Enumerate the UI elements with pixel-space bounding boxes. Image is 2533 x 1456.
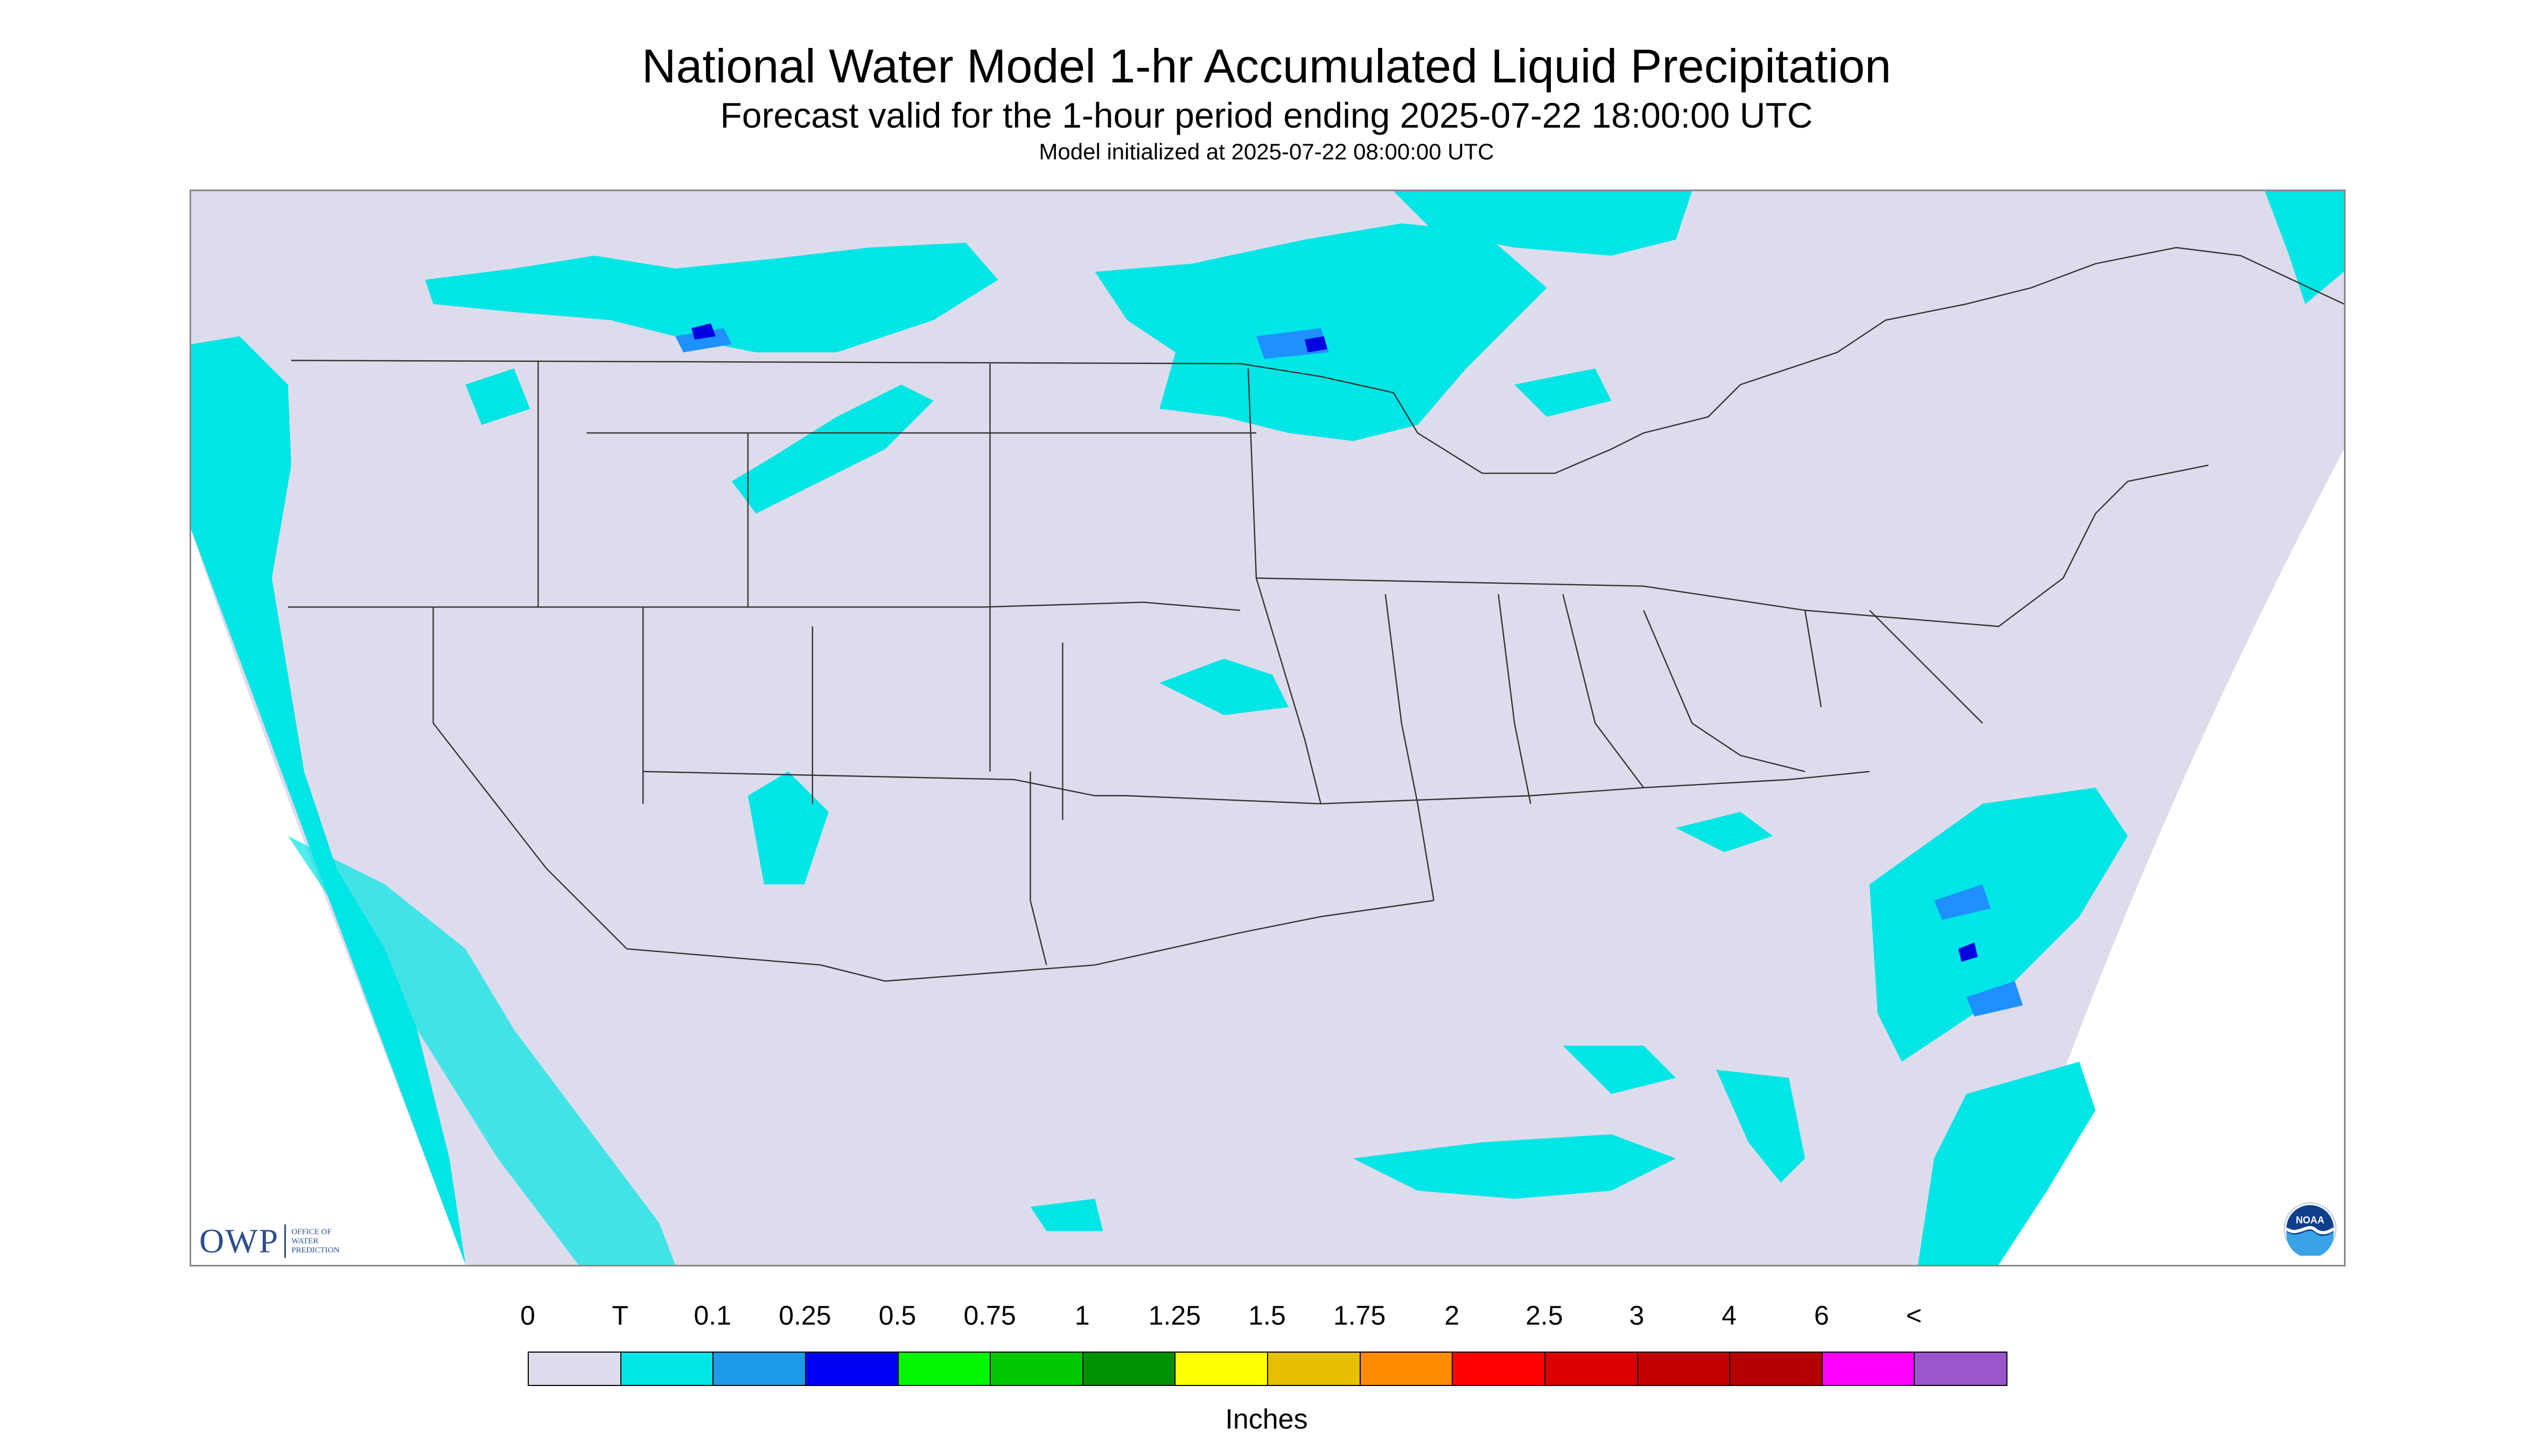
legend-swatch bbox=[712, 1352, 806, 1386]
legend-swatch bbox=[1729, 1352, 1823, 1386]
precipitation-map bbox=[190, 190, 2346, 1266]
precipitation-legend: 0 T 0.1 0.25 0.5 0.75 1 1.25 1.5 1.75 2 2.5 3 4 6 < bbox=[520, 1300, 2007, 1386]
legend-swatch bbox=[1267, 1352, 1361, 1386]
legend-label: 1.5 bbox=[1248, 1300, 1286, 1331]
model-init-time: Model initialized at 2025-07-22 08:00:00… bbox=[1039, 139, 1494, 164]
legend-swatch bbox=[1821, 1352, 1915, 1386]
legend-units: Inches bbox=[1225, 1404, 1308, 1435]
legend-swatch bbox=[1174, 1352, 1268, 1386]
legend-label: 2 bbox=[1444, 1300, 1460, 1331]
legend-label: T bbox=[612, 1300, 628, 1331]
model-domain bbox=[191, 191, 2344, 1265]
legend-swatch bbox=[1082, 1352, 1176, 1386]
owp-name-line: OFFICE OF bbox=[291, 1227, 332, 1236]
heavy-precip-areas bbox=[691, 323, 1978, 962]
noaa-logo-text: NOAA bbox=[2296, 1215, 2325, 1226]
owp-name-line: PREDICTION bbox=[291, 1245, 340, 1255]
legend-label: 6 bbox=[1814, 1300, 1829, 1331]
legend-swatch bbox=[1452, 1352, 1545, 1386]
owp-logo-letters: OWP bbox=[199, 1222, 279, 1260]
map-subtitle: Forecast valid for the 1-hour period end… bbox=[720, 95, 1813, 135]
legend-label: 1.75 bbox=[1333, 1300, 1386, 1331]
owp-logo-divider bbox=[284, 1224, 286, 1258]
legend-swatch bbox=[990, 1352, 1083, 1386]
legend-swatch bbox=[1914, 1352, 2007, 1386]
legend-label: 3 bbox=[1629, 1300, 1645, 1331]
owp-logo-name: OFFICE OF WATER PREDICTION bbox=[291, 1228, 351, 1255]
legend-swatch bbox=[804, 1352, 899, 1386]
legend-swatch bbox=[620, 1352, 714, 1386]
legend-label: < bbox=[1906, 1300, 1922, 1331]
owp-name-line: WATER bbox=[291, 1236, 319, 1245]
legend-label: 1.25 bbox=[1148, 1300, 1201, 1331]
legend-label: 2.5 bbox=[1526, 1300, 1563, 1331]
legend-label: 0.5 bbox=[878, 1300, 916, 1331]
map-canvas bbox=[191, 191, 2344, 1265]
legend-swatch bbox=[1636, 1352, 1731, 1386]
map-title: National Water Model 1-hr Accumulated Li… bbox=[641, 39, 1892, 93]
legend-label: 1 bbox=[1074, 1300, 1090, 1331]
owp-logo: OWP OFFICE OF WATER PREDICTION bbox=[199, 1222, 351, 1260]
legend-label: 0.25 bbox=[779, 1300, 831, 1331]
noaa-logo: NOAA bbox=[2284, 1202, 2336, 1256]
legend-label: 0.1 bbox=[694, 1300, 732, 1331]
legend-label: 0 bbox=[520, 1300, 535, 1331]
legend-swatch bbox=[1544, 1352, 1638, 1386]
legend-label: 0.75 bbox=[963, 1300, 1016, 1331]
political-boundaries bbox=[288, 247, 2344, 982]
legend-label: 4 bbox=[1722, 1300, 1737, 1331]
legend-swatch bbox=[1359, 1352, 1453, 1386]
legend-swatch bbox=[897, 1352, 991, 1386]
light-precip-areas bbox=[191, 191, 2344, 1265]
legend-swatch bbox=[528, 1352, 621, 1386]
